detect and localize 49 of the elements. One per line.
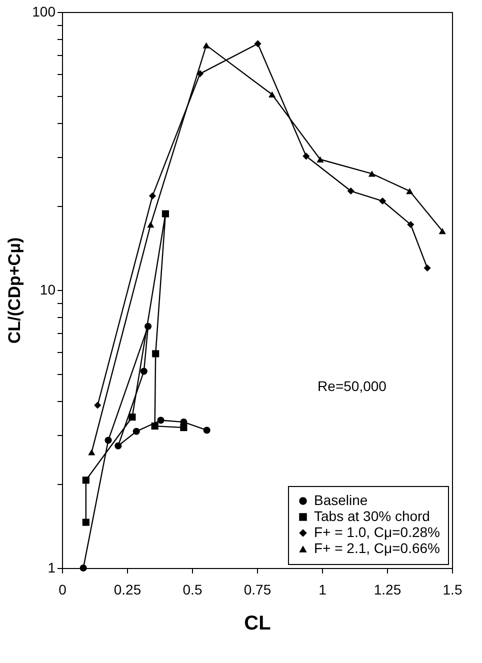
x-tick-label: 1: [318, 582, 327, 598]
x-tick-label: 1.5: [442, 582, 462, 598]
x-tick-label: 0.75: [244, 582, 272, 598]
point: [104, 436, 112, 444]
point: [406, 188, 414, 194]
point: [368, 170, 376, 177]
y-axis-title: CL/(CDp+Cμ): [5, 237, 24, 344]
point: [302, 152, 310, 160]
point: [438, 228, 446, 234]
point: [140, 368, 148, 375]
legend-label: Tabs at 30% chord: [314, 508, 430, 524]
point: [148, 192, 156, 200]
legend-label: Baseline: [314, 492, 368, 508]
point: [180, 424, 188, 432]
x-tick-label: 0: [58, 582, 67, 598]
point: [128, 414, 136, 421]
point: [202, 42, 210, 48]
point: [151, 422, 158, 430]
point: [254, 40, 262, 48]
point: [347, 187, 354, 195]
annotation: Re=50,000: [318, 378, 387, 394]
point: [379, 197, 386, 205]
y-tick-label: 1: [48, 560, 56, 576]
point: [88, 449, 96, 456]
legend-label: F+ = 1.0, Cμ=0.28%: [314, 524, 440, 540]
point: [94, 402, 102, 409]
point: [147, 221, 154, 228]
point: [162, 210, 170, 218]
point: [424, 264, 431, 272]
legend-label: F+ = 2.1, Cμ=0.66%: [314, 540, 440, 556]
y-tick-label: 100: [32, 4, 56, 20]
point: [316, 156, 324, 162]
point: [268, 91, 276, 98]
x-tick-label: 0.25: [114, 582, 142, 598]
x-tick-label: 1.25: [374, 582, 402, 598]
point: [152, 350, 160, 358]
point: [132, 428, 140, 435]
point: [203, 426, 210, 434]
point: [80, 564, 87, 572]
point: [82, 518, 90, 526]
point: [196, 70, 204, 78]
point: [114, 442, 122, 450]
point: [144, 322, 152, 330]
x-axis-title: CL: [244, 612, 271, 634]
point: [407, 220, 414, 228]
x-tick-label: 0.5: [182, 582, 202, 598]
y-tick-label: 10: [40, 282, 56, 298]
point: [82, 476, 90, 484]
point: [157, 416, 164, 424]
